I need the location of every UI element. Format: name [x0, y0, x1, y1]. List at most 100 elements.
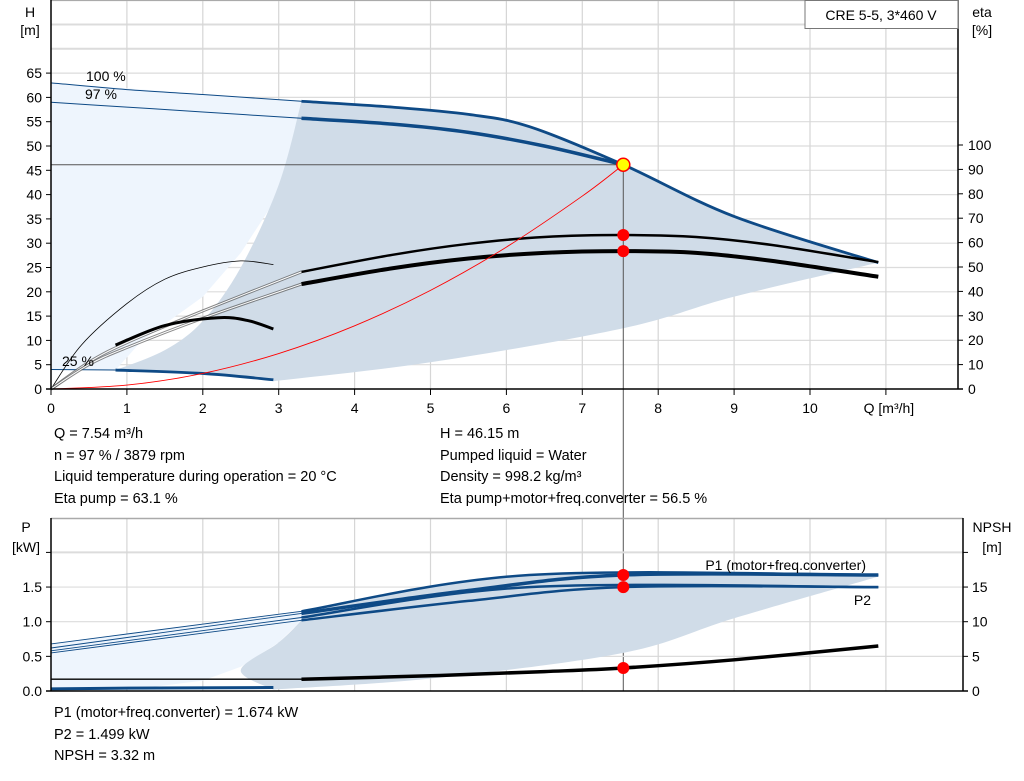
eta-total-marker	[617, 245, 630, 258]
info-h: H = 46.15 m	[440, 426, 520, 442]
p-axis-unit: [kW]	[12, 539, 40, 555]
power-curve-thin	[50, 610, 302, 645]
eta-curve	[301, 249, 879, 287]
y-tick-label: 25	[26, 260, 42, 276]
speed-label-97: 97 %	[85, 86, 117, 102]
eta-tick-label: 20	[968, 332, 984, 348]
y-tick-label: 1.5	[23, 579, 43, 595]
duty-point-marker	[616, 157, 631, 172]
p-axis-label: P	[21, 519, 30, 535]
eta-curve	[301, 233, 879, 274]
legend-box	[804, 0, 959, 29]
power-curve-thin	[50, 617, 302, 652]
npsh-axis-unit: [m]	[982, 539, 1001, 555]
p2-marker	[617, 581, 630, 594]
eta-tick-label: 30	[968, 308, 984, 324]
eta-tick-label: 70	[968, 210, 984, 226]
x-tick-label: 6	[503, 400, 511, 416]
power-curve	[301, 584, 879, 622]
info-liquid: Pumped liquid = Water	[440, 447, 587, 464]
x-tick-label: 8	[654, 400, 662, 416]
y-tick-label: 35	[26, 211, 42, 227]
info-n: n = 97 % / 3879 rpm	[54, 447, 185, 464]
p1-marker	[617, 568, 630, 581]
x-tick-label: 3	[275, 400, 283, 416]
y-tick-label: 30	[26, 235, 42, 251]
system-curve	[50, 164, 624, 390]
y-tick-label: 0.0	[23, 683, 43, 699]
eta-curve	[114, 316, 274, 347]
info-npsh: NPSH = 3.32 m	[54, 748, 156, 764]
npsh-axis-label: NPSH	[973, 519, 1012, 535]
x-tick-label: 4	[351, 400, 359, 416]
chart-title: CRE 5-5, 3*460 V	[825, 7, 937, 23]
info-left: Q = 7.54 m³/h n = 97 % / 3879 rpm Liquid…	[54, 424, 337, 510]
y-tick-label: 10	[26, 332, 42, 348]
npsh-tick-label: 0	[972, 683, 980, 699]
eta-tick-label: 40	[968, 283, 984, 299]
y-tick-label: 60	[26, 89, 42, 105]
p1-label: P1 (motor+freq.converter)	[705, 557, 866, 573]
y-tick-label: 15	[26, 308, 42, 324]
y-tick-label: 1.0	[23, 614, 43, 630]
y-tick-label: 50	[26, 138, 42, 154]
info-right: H = 46.15 m Pumped liquid = Water Densit…	[440, 424, 707, 510]
x-tick-label: 2	[199, 400, 207, 416]
y-tick-label: 45	[26, 162, 42, 178]
eta-tick-label: 100	[968, 137, 992, 153]
eta-tick-label: 90	[968, 161, 984, 177]
eta-curve-thin-inner	[50, 283, 302, 390]
x-axis-label: Q [m³/h]	[864, 400, 915, 416]
info-temp: Liquid temperature during operation = 20…	[54, 469, 337, 485]
info-power: P1 (motor+freq.converter) = 1.674 kW P2 …	[54, 703, 298, 768]
speed-label-100: 100 %	[86, 68, 126, 84]
x-tick-label: 9	[730, 400, 738, 416]
y-tick-label: 0	[34, 381, 42, 397]
info-eta-pump: Eta pump = 63.1 %	[54, 490, 178, 507]
y-tick-label: 5	[34, 357, 42, 373]
npsh-tick-label: 10	[972, 614, 988, 630]
y-tick-label: 55	[26, 114, 42, 130]
npsh-tick-label: 15	[972, 579, 988, 595]
npsh-curve	[301, 644, 879, 681]
eta-curve	[50, 260, 274, 390]
speed-label-25: 25 %	[62, 353, 94, 369]
npsh-tick-label: 5	[972, 648, 980, 664]
eta-curve-thin-inner	[50, 271, 302, 390]
power-curve	[301, 572, 879, 616]
eta-tick-label: 50	[968, 259, 984, 275]
head-curve-thin	[50, 101, 302, 119]
head-curve	[301, 99, 879, 264]
info-density: Density = 998.2 kg/m³	[440, 469, 582, 485]
info-q: Q = 7.54 m³/h	[54, 426, 144, 442]
y-tick-label: 0.5	[23, 648, 43, 664]
info-eta-total: Eta pump+motor+freq.converter = 56.5 %	[440, 490, 708, 507]
eta-tick-label: 0	[968, 381, 976, 397]
p2-label: P2	[854, 592, 871, 608]
eta-tick-label: 80	[968, 186, 984, 202]
y-tick-label: 65	[26, 65, 42, 81]
y-axis-unit: [m]	[20, 22, 39, 38]
x-tick-label: 7	[578, 400, 586, 416]
y-tick-label: 40	[26, 187, 42, 203]
head-curve	[301, 116, 624, 167]
y-axis-label: H	[25, 4, 35, 20]
y-tick-label: 20	[26, 284, 42, 300]
x-tick-label: 10	[802, 400, 818, 416]
x-tick-label: 0	[47, 400, 55, 416]
power-curve-thin	[50, 612, 302, 649]
region-light	[51, 82, 302, 371]
x-tick-label: 1	[123, 400, 131, 416]
info-p1: P1 (motor+freq.converter) = 1.674 kW	[54, 705, 299, 721]
eta-axis-label: eta	[972, 4, 992, 20]
x-tick-label: 5	[427, 400, 435, 416]
npsh-marker	[617, 661, 630, 674]
info-p2: P2 = 1.499 kW	[54, 726, 150, 743]
eta-pump-marker	[617, 229, 630, 242]
region-light	[51, 611, 302, 690]
eta-tick-label: 10	[968, 357, 984, 373]
power-curve-25	[50, 686, 274, 691]
eta-axis-unit: [%]	[972, 22, 992, 38]
power-curve-thin	[50, 619, 302, 654]
